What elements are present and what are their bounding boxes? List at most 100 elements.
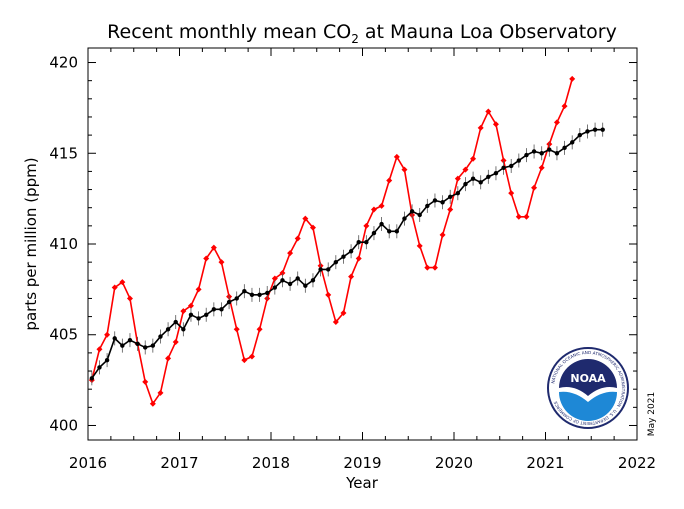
data-point bbox=[89, 376, 95, 381]
data-point bbox=[188, 312, 194, 317]
data-point bbox=[569, 140, 575, 145]
series-2 bbox=[89, 122, 605, 386]
data-point bbox=[303, 283, 308, 288]
data-point bbox=[96, 346, 103, 353]
data-point bbox=[195, 286, 202, 293]
data-point bbox=[143, 345, 148, 350]
x-tick-label: 2019 bbox=[343, 454, 381, 472]
series-line bbox=[91, 78, 573, 406]
data-point bbox=[157, 389, 164, 396]
data-point bbox=[332, 319, 339, 326]
y-tick-label: 415 bbox=[49, 144, 78, 162]
data-point bbox=[416, 242, 423, 249]
data-point bbox=[142, 378, 149, 385]
data-point bbox=[477, 124, 484, 131]
data-point bbox=[210, 244, 217, 251]
chart-title: Recent monthly mean CO2 at Mauna Loa Obs… bbox=[107, 21, 617, 46]
x-tick-label: 2022 bbox=[618, 454, 656, 472]
data-point bbox=[432, 198, 438, 203]
data-point bbox=[424, 264, 431, 271]
y-tick-label: 405 bbox=[49, 326, 78, 344]
data-point bbox=[181, 327, 186, 332]
x-axis-label: Year bbox=[345, 474, 379, 492]
data-point bbox=[493, 171, 499, 176]
data-point bbox=[211, 307, 217, 312]
data-point bbox=[553, 119, 560, 126]
data-point bbox=[547, 147, 552, 152]
data-point bbox=[454, 175, 461, 182]
data-point bbox=[271, 275, 278, 282]
data-point bbox=[348, 249, 354, 254]
series-layer bbox=[88, 75, 605, 407]
data-point bbox=[516, 158, 522, 163]
data-point bbox=[577, 132, 583, 138]
data-point bbox=[561, 103, 568, 110]
data-point bbox=[501, 165, 506, 170]
data-point bbox=[378, 202, 385, 209]
data-point bbox=[371, 230, 377, 236]
data-point bbox=[531, 184, 538, 191]
data-point bbox=[180, 308, 187, 315]
data-point bbox=[248, 353, 255, 360]
data-point bbox=[401, 166, 408, 173]
data-point bbox=[127, 337, 133, 343]
x-tick-label: 2018 bbox=[252, 454, 290, 472]
data-point bbox=[272, 285, 278, 290]
x-tick-label: 2020 bbox=[435, 454, 473, 472]
data-point bbox=[126, 295, 133, 302]
data-point bbox=[455, 190, 461, 196]
title-subscript: 2 bbox=[351, 32, 359, 46]
data-point bbox=[119, 279, 126, 286]
data-point bbox=[425, 203, 430, 209]
title-suffix: at Mauna Loa Observatory bbox=[359, 21, 617, 43]
data-point bbox=[393, 153, 400, 160]
axis-ticks bbox=[87, 48, 638, 440]
data-point bbox=[226, 299, 232, 305]
data-point bbox=[309, 224, 316, 231]
data-point bbox=[592, 127, 598, 132]
data-point bbox=[562, 145, 567, 151]
data-point bbox=[196, 316, 201, 321]
data-point bbox=[386, 177, 393, 184]
y-tick-labels: 400 405 410 415 420 bbox=[49, 54, 78, 435]
data-point bbox=[104, 357, 110, 363]
data-point bbox=[364, 239, 369, 245]
data-point bbox=[539, 151, 544, 156]
data-point bbox=[509, 163, 514, 169]
data-point bbox=[287, 281, 293, 287]
data-point bbox=[256, 326, 263, 333]
data-point bbox=[402, 216, 407, 221]
data-point bbox=[341, 254, 346, 259]
data-point bbox=[165, 355, 172, 362]
data-point bbox=[600, 127, 605, 132]
data-point bbox=[462, 166, 469, 173]
data-point bbox=[302, 215, 309, 222]
data-point bbox=[249, 292, 255, 298]
data-point bbox=[158, 334, 163, 339]
data-point bbox=[431, 264, 438, 271]
data-point bbox=[363, 222, 370, 229]
data-point bbox=[523, 213, 530, 220]
x-tick-labels: 2016 2017 2018 2019 2020 2021 2022 bbox=[69, 454, 656, 472]
data-point bbox=[538, 164, 545, 171]
data-point bbox=[356, 239, 361, 245]
data-point bbox=[333, 259, 339, 265]
data-point bbox=[204, 312, 209, 317]
data-point bbox=[470, 176, 476, 181]
data-point bbox=[569, 75, 576, 82]
data-point bbox=[150, 343, 156, 348]
data-point bbox=[355, 255, 362, 262]
x-tick-label: 2021 bbox=[526, 454, 564, 472]
data-point bbox=[325, 291, 332, 298]
data-point bbox=[241, 357, 248, 364]
data-point bbox=[478, 180, 483, 185]
data-point bbox=[370, 206, 377, 213]
data-point bbox=[135, 341, 140, 347]
data-point bbox=[585, 129, 590, 134]
data-point bbox=[203, 255, 210, 262]
data-point bbox=[279, 270, 286, 277]
data-point bbox=[218, 259, 225, 266]
y-tick-label: 420 bbox=[49, 54, 78, 72]
credit-date: May 2021 bbox=[647, 392, 657, 436]
